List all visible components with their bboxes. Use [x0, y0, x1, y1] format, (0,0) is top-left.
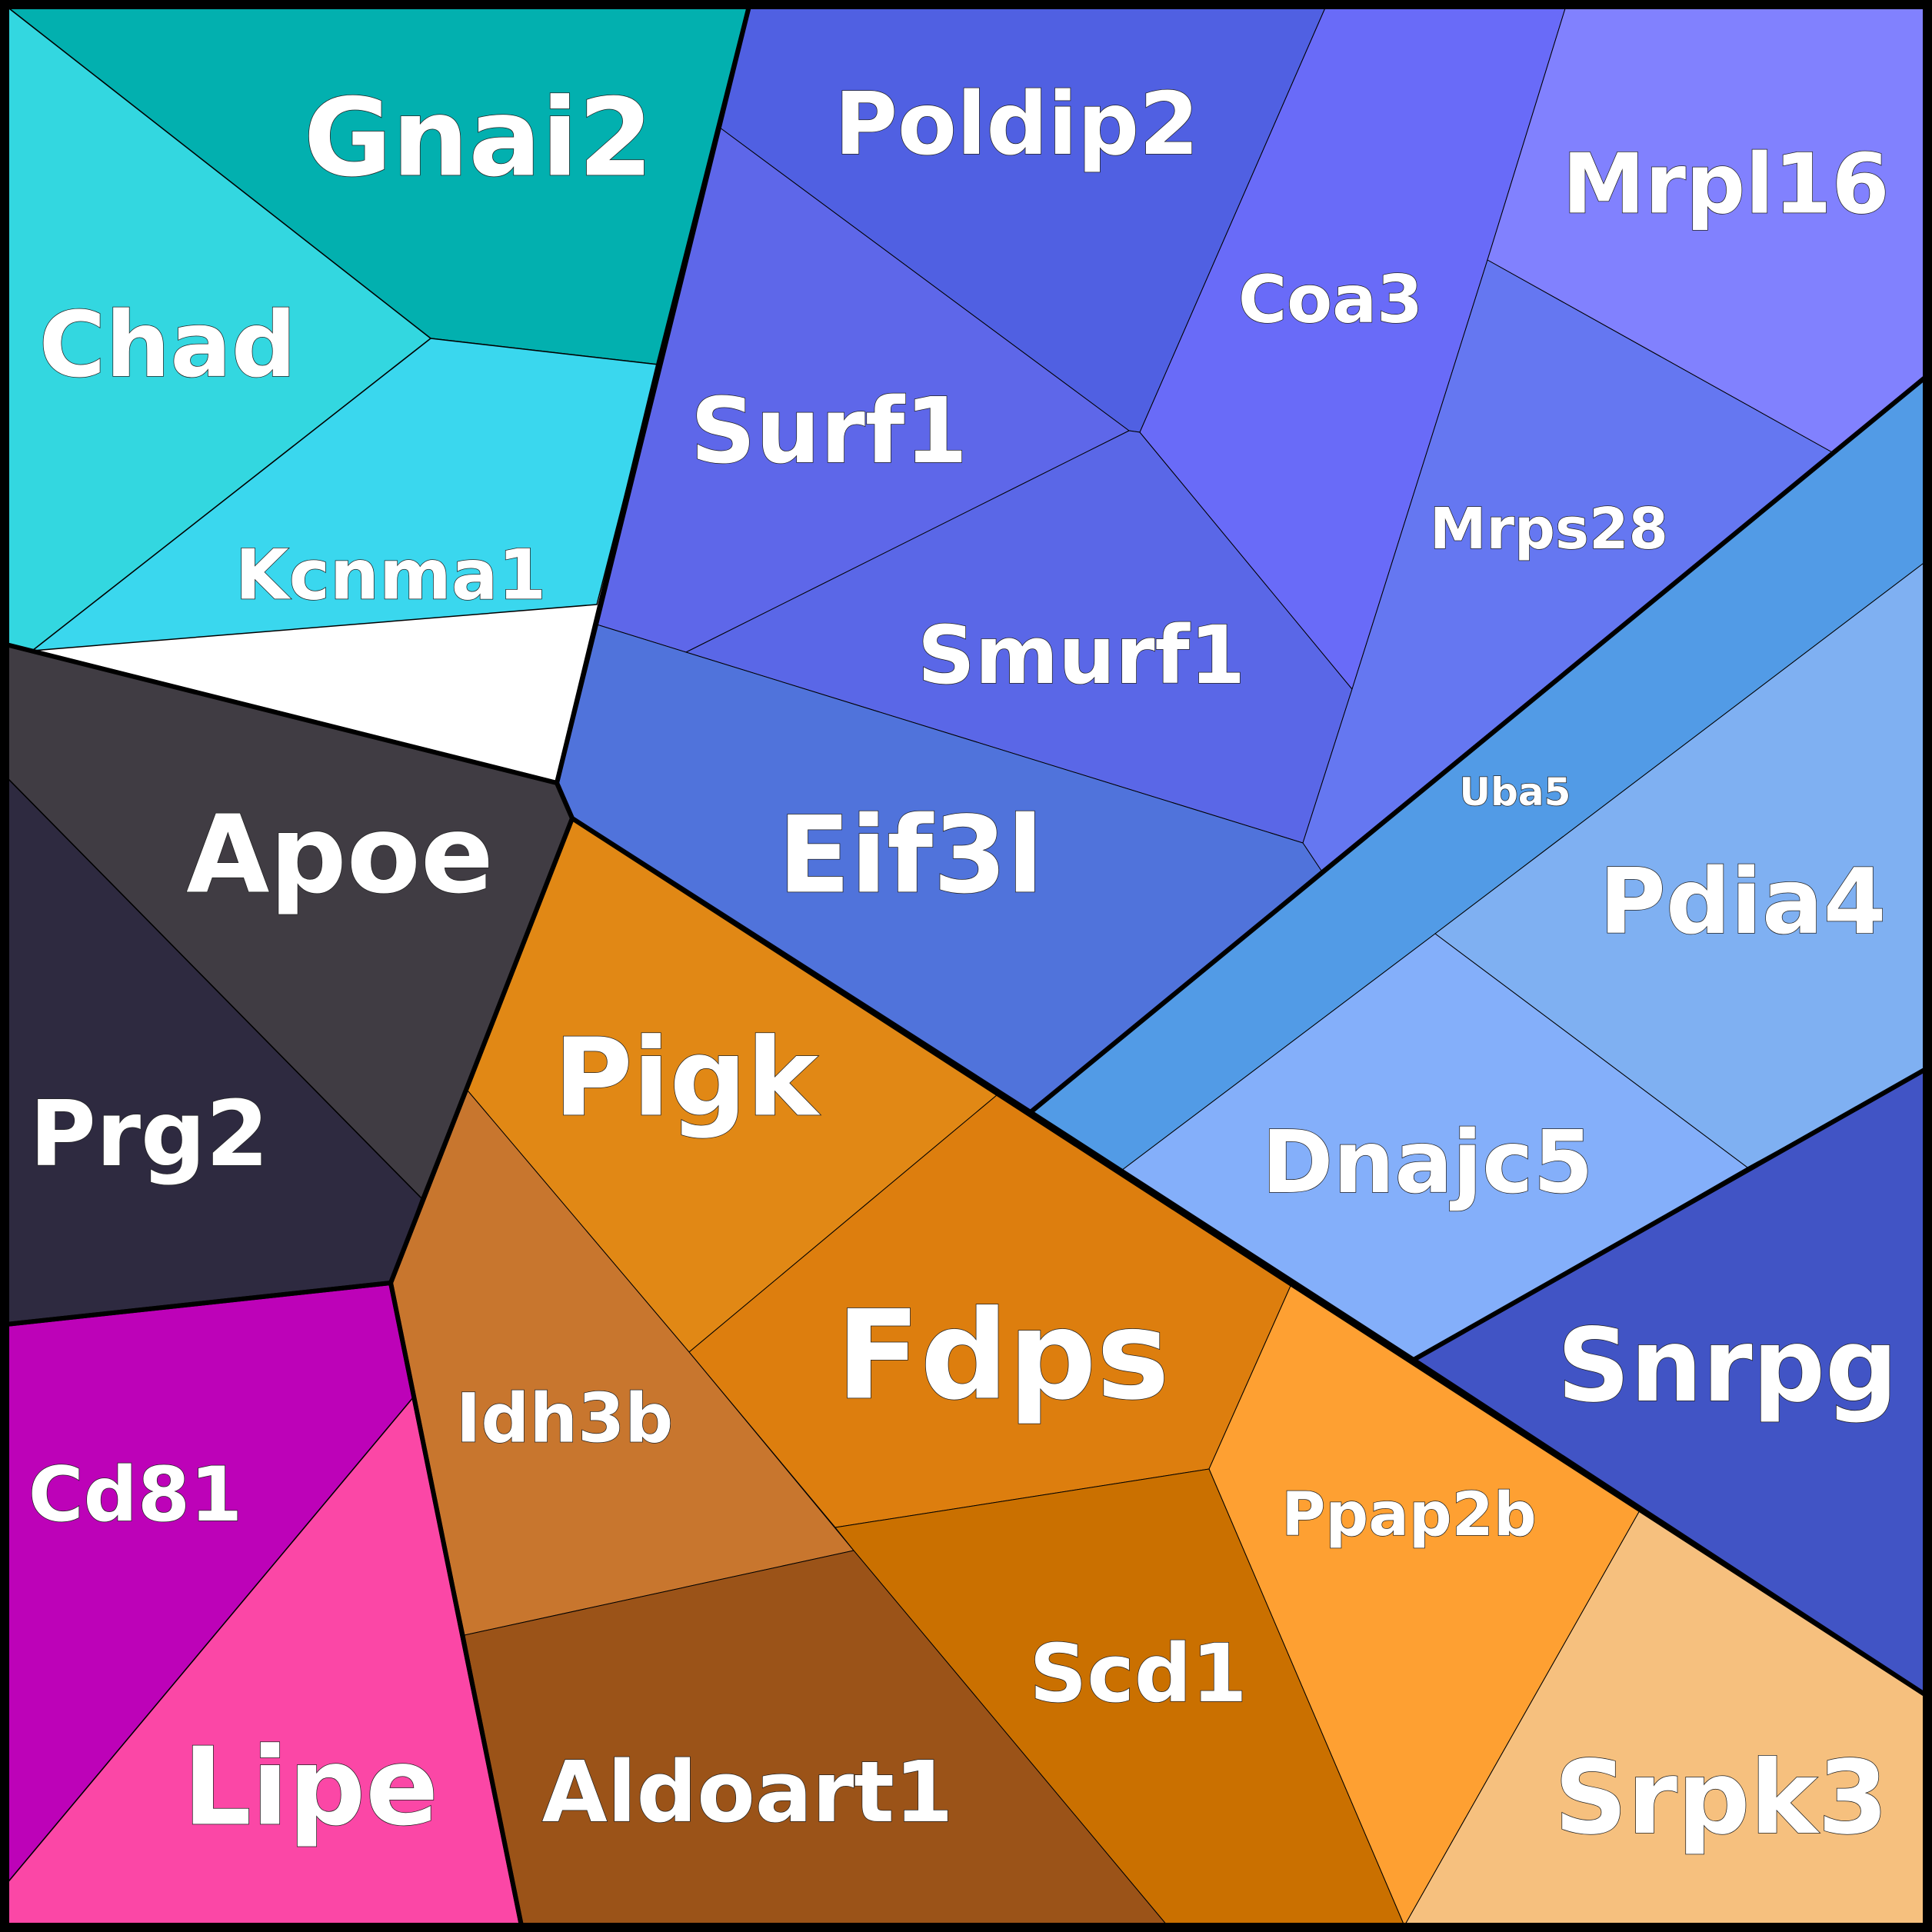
label-lipe: Lipe	[183, 1725, 438, 1850]
label-pdia4: Pdia4	[1599, 848, 1886, 954]
label-pigk: Pigk	[554, 1016, 821, 1141]
label-surf1: Surf1	[691, 378, 968, 484]
label-fdps: Fdps	[836, 1284, 1170, 1427]
label-prg2: Prg2	[29, 1081, 268, 1187]
label-smurf1: Smurf1	[918, 608, 1245, 702]
cells-layer	[4, 5, 1927, 1927]
label-ppap2b: Ppap2b	[1281, 1481, 1537, 1550]
label-mrpl16: Mrpl16	[1562, 137, 1889, 233]
label-gnai2: Gnai2	[304, 76, 653, 202]
label-apoe: Apoe	[186, 793, 494, 918]
label-srpk3: Srpk3	[1554, 1739, 1888, 1857]
label-aldoart1: Aldoart1	[542, 1743, 954, 1841]
label-chad: Chad	[39, 291, 297, 398]
label-kcnma1: Kcnma1	[235, 535, 546, 616]
label-cd81: Cd81	[28, 1451, 242, 1539]
label-mrps28: Mrps28	[1430, 496, 1668, 562]
label-dnajc5: Dnajc5	[1262, 1113, 1594, 1213]
label-idh3b: Idh3b	[456, 1379, 674, 1458]
label-poldip2: Poldip2	[834, 75, 1199, 175]
label-scd1: Scd1	[1029, 1627, 1247, 1720]
label-snrpg: Snrpg	[1557, 1307, 1897, 1425]
label-uba5: Uba5	[1460, 770, 1571, 814]
label-coa3: Coa3	[1238, 261, 1423, 338]
cell-kcnma1	[30, 338, 659, 651]
label-eif3l: Eif3l	[778, 794, 1044, 918]
